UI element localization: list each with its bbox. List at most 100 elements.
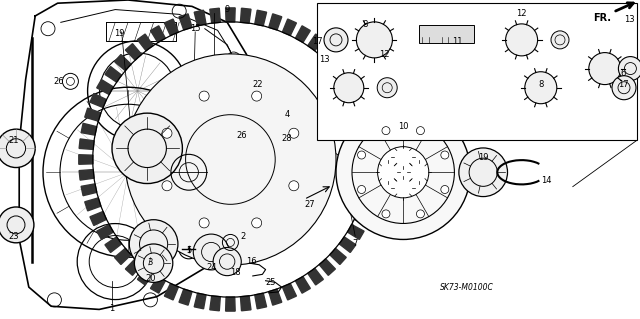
Text: 19: 19 [115, 29, 125, 38]
Text: FR.: FR. [593, 13, 611, 23]
Circle shape [358, 151, 365, 159]
Polygon shape [308, 268, 323, 285]
Text: 16: 16 [246, 257, 257, 266]
Polygon shape [150, 26, 165, 42]
Circle shape [213, 248, 241, 276]
Text: 8: 8 [538, 80, 543, 89]
Text: 12: 12 [516, 9, 527, 18]
Polygon shape [255, 293, 267, 309]
Bar [419, 25, 474, 43]
Text: 6: 6 [621, 69, 626, 78]
Text: 19: 19 [478, 153, 488, 162]
Text: 8: 8 [362, 20, 367, 29]
Polygon shape [105, 237, 122, 252]
Text: SK73-M0100C: SK73-M0100C [440, 283, 494, 292]
Text: 20: 20 [145, 274, 156, 283]
Circle shape [441, 186, 449, 194]
Circle shape [243, 92, 263, 112]
Polygon shape [90, 211, 106, 226]
Polygon shape [19, 0, 262, 309]
Polygon shape [226, 297, 235, 311]
Circle shape [252, 218, 262, 228]
Polygon shape [296, 277, 310, 293]
Polygon shape [81, 123, 97, 135]
Circle shape [324, 28, 348, 52]
Polygon shape [255, 10, 267, 26]
Polygon shape [115, 248, 131, 264]
Polygon shape [339, 67, 356, 82]
Polygon shape [282, 283, 296, 300]
Circle shape [162, 181, 172, 191]
Text: 23: 23 [8, 232, 19, 241]
Polygon shape [319, 259, 335, 275]
Circle shape [199, 218, 209, 228]
Polygon shape [125, 44, 141, 60]
Text: 21: 21 [9, 136, 19, 145]
Circle shape [129, 220, 178, 268]
Polygon shape [84, 108, 101, 121]
Polygon shape [364, 184, 380, 196]
Circle shape [612, 76, 636, 100]
Polygon shape [355, 211, 371, 226]
Text: 28: 28 [282, 134, 292, 143]
Text: 22: 22 [253, 80, 263, 89]
Circle shape [441, 151, 449, 159]
Circle shape [252, 91, 262, 101]
Text: 7: 7 [353, 239, 358, 248]
Circle shape [377, 78, 397, 98]
Polygon shape [226, 8, 235, 22]
Polygon shape [367, 170, 381, 180]
Polygon shape [339, 237, 356, 252]
Polygon shape [319, 44, 335, 60]
Bar [317, 3, 637, 140]
Circle shape [551, 31, 569, 49]
Polygon shape [105, 67, 122, 82]
Circle shape [199, 91, 209, 101]
Circle shape [162, 128, 172, 138]
Polygon shape [115, 55, 131, 71]
Polygon shape [81, 184, 97, 196]
Polygon shape [138, 268, 153, 285]
Text: 17: 17 [312, 37, 323, 46]
Polygon shape [164, 283, 179, 300]
Polygon shape [330, 248, 346, 264]
Text: 10: 10 [398, 122, 408, 131]
Polygon shape [348, 79, 364, 94]
Polygon shape [210, 8, 220, 23]
Polygon shape [125, 259, 141, 275]
Circle shape [112, 113, 182, 183]
Text: 27: 27 [304, 200, 315, 209]
Circle shape [134, 244, 173, 282]
Circle shape [506, 24, 538, 56]
Text: 4: 4 [285, 110, 290, 119]
Polygon shape [269, 14, 282, 30]
Polygon shape [210, 296, 220, 311]
Text: 13: 13 [624, 15, 635, 24]
Polygon shape [79, 155, 93, 164]
Circle shape [358, 186, 365, 194]
Circle shape [378, 147, 429, 198]
Circle shape [417, 210, 424, 218]
Circle shape [525, 72, 557, 104]
Circle shape [589, 53, 621, 85]
Polygon shape [367, 139, 381, 149]
Circle shape [417, 127, 424, 135]
Polygon shape [355, 93, 371, 108]
Polygon shape [84, 198, 101, 211]
Text: 26: 26 [237, 131, 248, 140]
Polygon shape [330, 55, 346, 71]
Polygon shape [360, 198, 376, 211]
Circle shape [289, 128, 299, 138]
Polygon shape [269, 289, 282, 305]
Text: 15: 15 [190, 25, 200, 33]
Polygon shape [79, 139, 94, 149]
Text: 13: 13 [319, 55, 330, 63]
Text: 9: 9 [225, 5, 230, 14]
Polygon shape [194, 293, 206, 309]
Circle shape [356, 22, 392, 58]
Text: 12: 12 [379, 50, 389, 59]
Polygon shape [79, 170, 94, 180]
Circle shape [382, 210, 390, 218]
Circle shape [382, 127, 390, 135]
Text: 5: 5 [186, 246, 191, 255]
